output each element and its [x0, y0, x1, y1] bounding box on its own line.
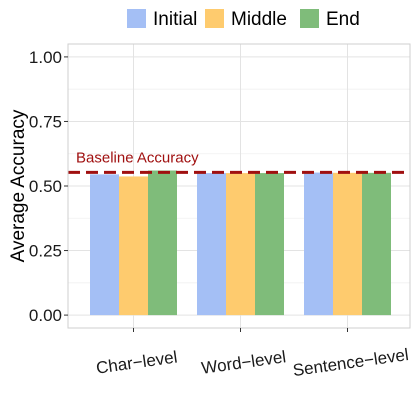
bar	[197, 173, 226, 316]
x-tick-label: Char−level	[95, 347, 179, 377]
y-tick-label: 0.75	[29, 112, 62, 131]
legend-swatch	[127, 9, 146, 28]
legend-label: Initial	[153, 9, 197, 30]
bars	[90, 170, 391, 316]
bar	[304, 172, 333, 316]
legend-label: End	[326, 9, 360, 30]
bar	[255, 173, 284, 316]
legend: Initial Middle End	[127, 9, 360, 30]
legend-label: Middle	[231, 9, 287, 30]
y-tick-label: 0.00	[29, 306, 62, 325]
y-axis: 0.00 0.25 0.50 0.75 1.00	[29, 48, 68, 325]
bar	[90, 174, 119, 316]
y-axis-title: Average Accuracy	[8, 109, 29, 262]
bar	[119, 176, 148, 316]
legend-swatch	[205, 9, 224, 28]
legend-swatch	[300, 9, 319, 28]
bar	[148, 170, 177, 316]
y-tick-label: 1.00	[29, 48, 62, 67]
x-tick-label: Word−level	[200, 347, 287, 378]
x-tick-label: Sentence−level	[292, 345, 410, 380]
bar	[226, 173, 255, 316]
y-tick-label: 0.25	[29, 242, 62, 261]
baseline-label: Baseline Accuracy	[76, 149, 199, 166]
y-tick-label: 0.50	[29, 177, 62, 196]
bar	[333, 172, 362, 316]
bar	[362, 172, 391, 316]
x-axis: Char−level Word−level Sentence−level	[95, 328, 410, 380]
